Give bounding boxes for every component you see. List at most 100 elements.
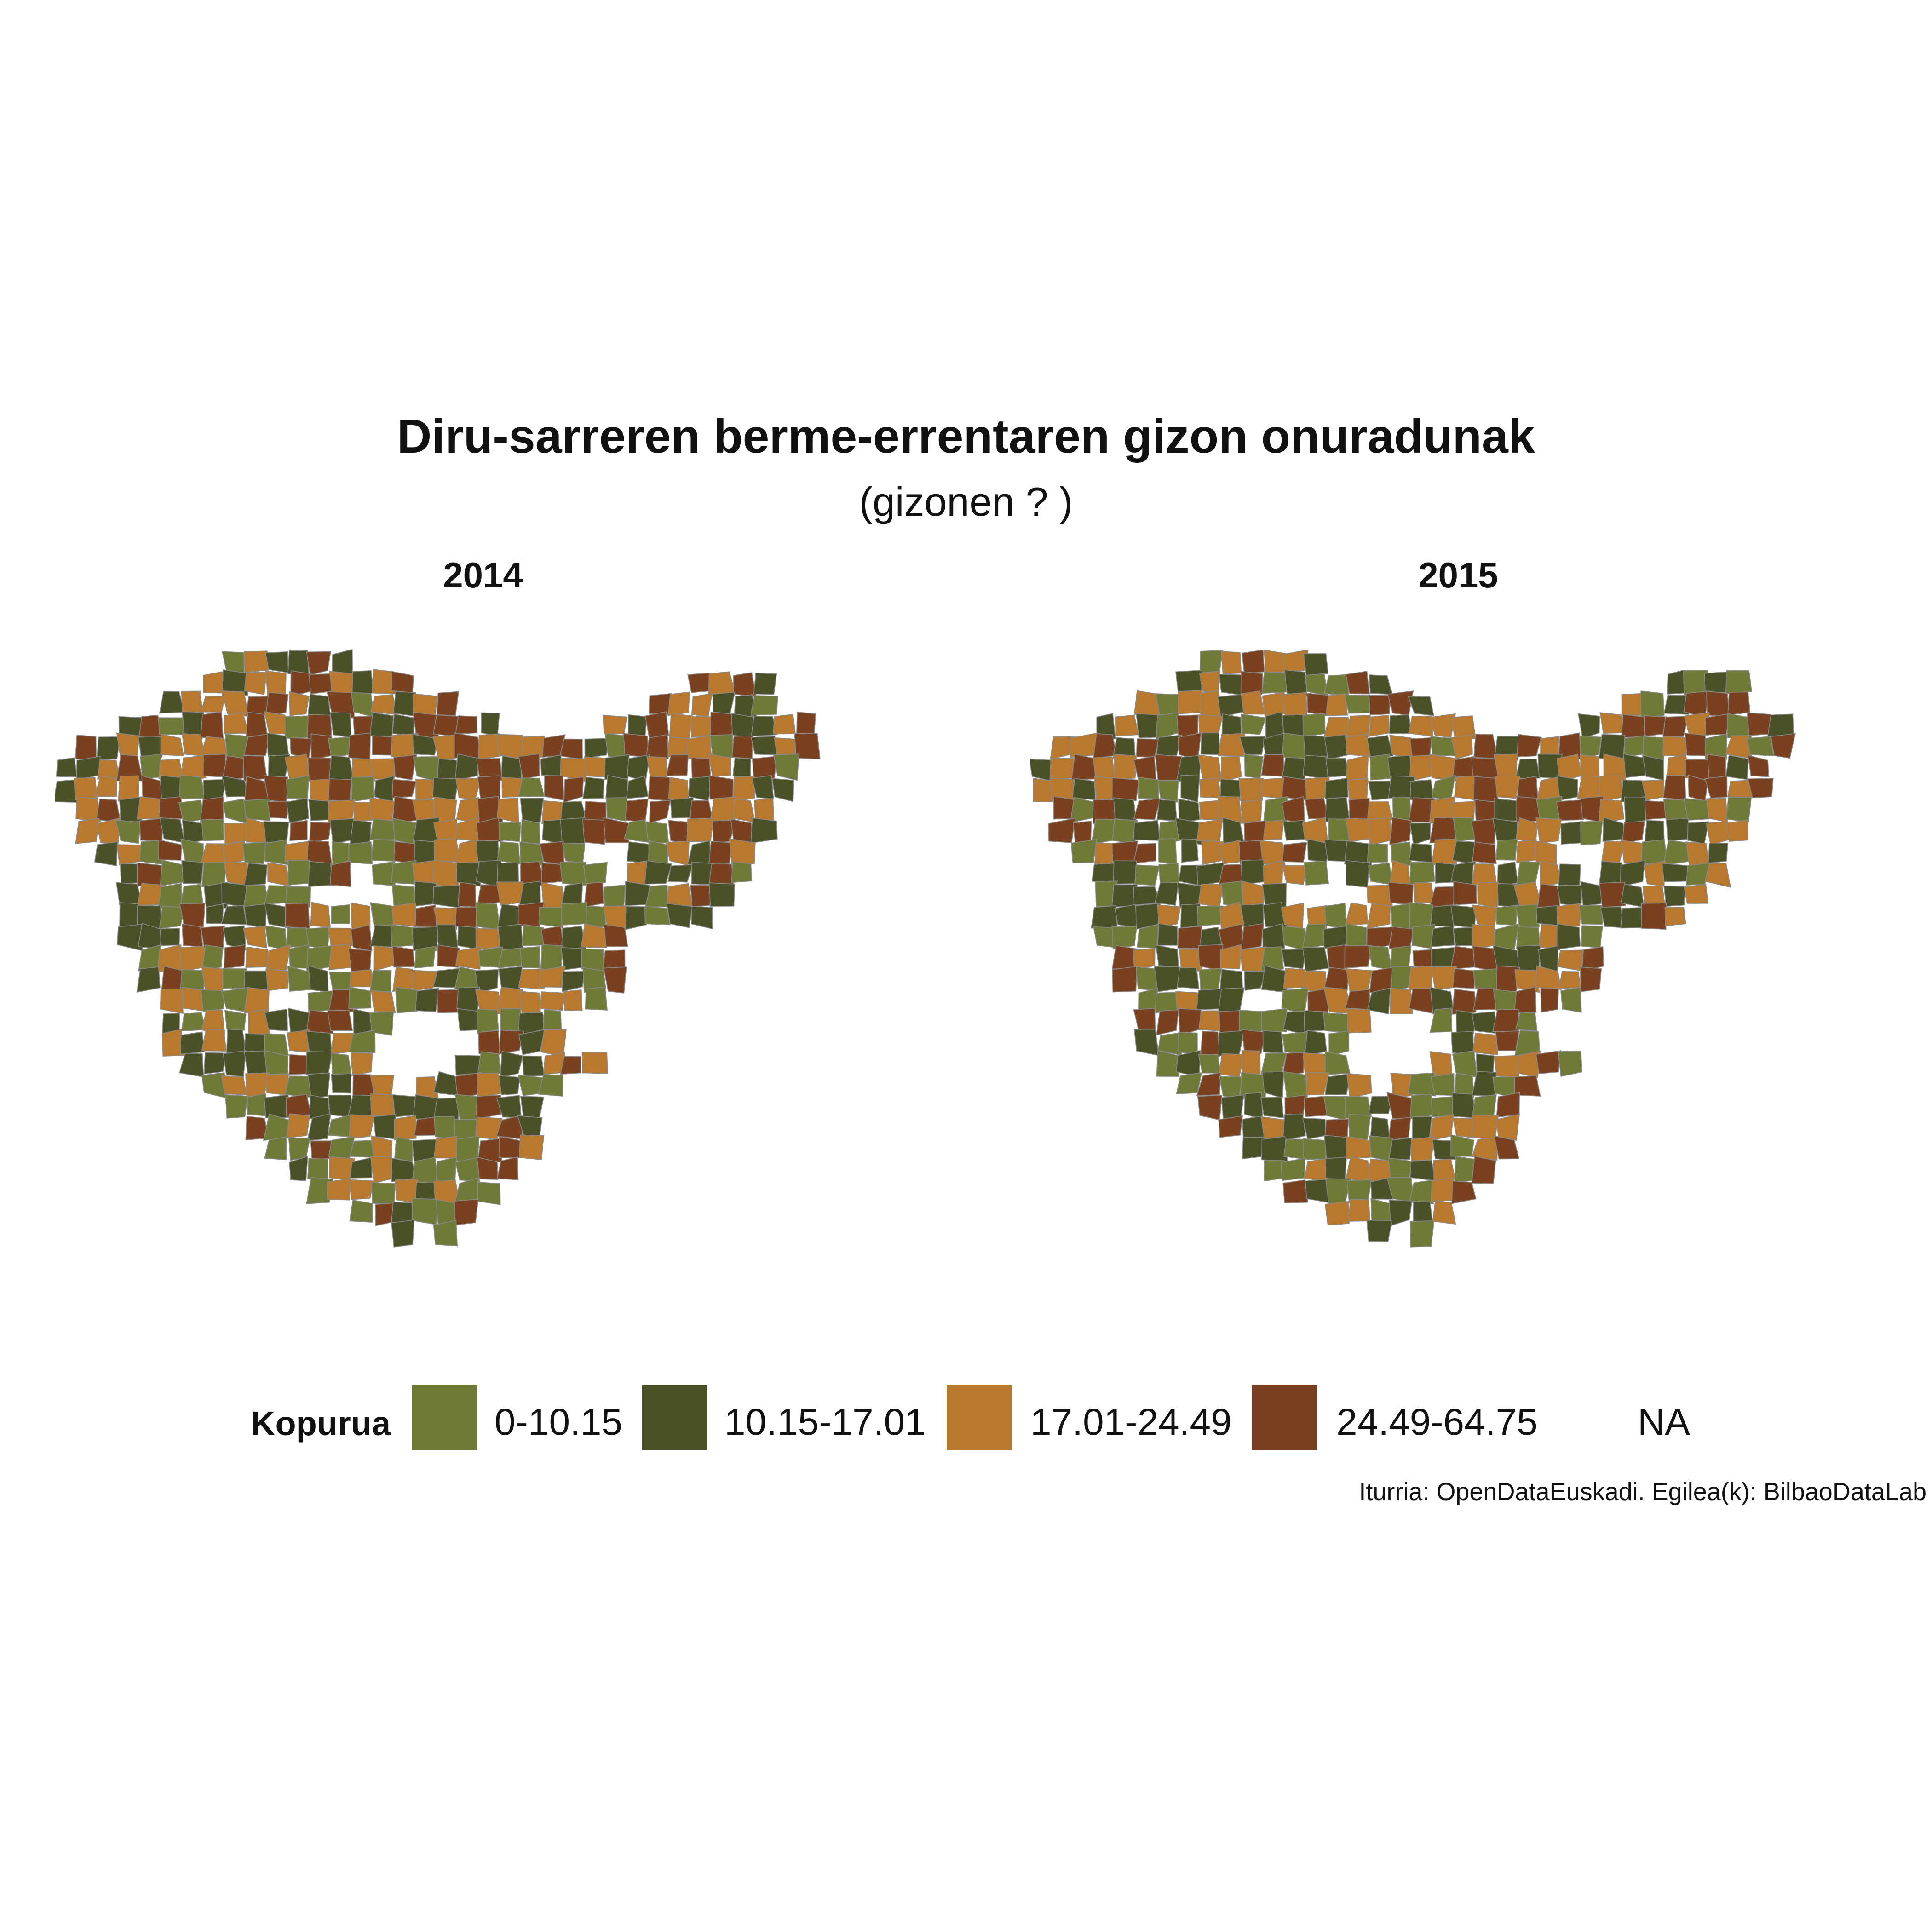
municipality-region [540, 754, 562, 778]
municipality-region [624, 881, 650, 906]
municipality-region [1493, 989, 1518, 1011]
municipality-region [1556, 775, 1578, 801]
municipality-region [606, 797, 627, 822]
municipality-region [1411, 924, 1436, 949]
municipality-region [1624, 796, 1648, 824]
municipality-region [1705, 713, 1731, 736]
municipality-region [94, 775, 117, 797]
municipality-region [370, 902, 395, 928]
municipality-region [1196, 1072, 1221, 1096]
municipality-region [563, 989, 583, 1011]
municipality-region [1408, 696, 1434, 716]
municipality-region [1198, 1053, 1221, 1074]
municipality-region [623, 733, 649, 758]
municipality-region [1344, 945, 1373, 969]
municipality-region [477, 1008, 499, 1034]
municipality-region [1599, 712, 1626, 734]
municipality-region [645, 821, 669, 844]
municipality-region [157, 883, 183, 909]
legend-label-4: NA [1638, 1401, 1690, 1443]
municipality-region [1368, 1095, 1394, 1114]
municipality-region [350, 902, 371, 929]
municipality-region [563, 776, 584, 803]
municipality-region [539, 966, 566, 988]
municipality-region [520, 797, 544, 823]
municipality-region [1581, 925, 1603, 949]
municipality-region [1770, 733, 1796, 759]
municipality-region [1409, 1220, 1435, 1248]
municipality-region [477, 884, 502, 908]
municipality-region [120, 863, 138, 884]
municipality-region [1581, 946, 1604, 972]
municipality-region [1515, 759, 1541, 779]
municipality-region [391, 671, 414, 694]
municipality-region [1154, 966, 1181, 992]
municipality-region [289, 691, 310, 716]
municipality-region [161, 966, 183, 990]
municipality-region [1156, 1050, 1182, 1077]
municipality-region [1346, 754, 1369, 781]
municipality-region [394, 1115, 417, 1141]
municipality-region [750, 695, 778, 716]
municipality-region [1241, 1029, 1266, 1057]
municipality-region [265, 968, 289, 991]
municipality-region [1157, 904, 1181, 929]
municipality-region [1497, 861, 1518, 887]
municipality-region [309, 673, 334, 695]
municipality-region [1389, 1199, 1413, 1226]
municipality-region [221, 1075, 247, 1095]
municipality-region [733, 798, 756, 823]
municipality-region [1261, 754, 1285, 777]
municipality-region [1367, 988, 1391, 1015]
municipality-region [222, 840, 245, 866]
municipality-region [499, 822, 521, 842]
municipality-region [1389, 817, 1412, 845]
municipality-region [286, 1113, 310, 1139]
municipality-region [455, 1157, 481, 1182]
municipality-region [1282, 1071, 1308, 1098]
legend-swatch-2 [947, 1385, 1012, 1450]
municipality-region [1387, 690, 1414, 716]
municipality-region [370, 1156, 392, 1184]
municipality-region [1243, 820, 1266, 843]
municipality-region [1662, 716, 1689, 737]
municipality-region [1495, 839, 1518, 861]
municipality-region [1746, 736, 1774, 757]
municipality-region [159, 905, 185, 929]
municipality-region [74, 777, 98, 801]
municipality-region [1048, 817, 1076, 843]
municipality-region [1516, 861, 1541, 886]
municipality-region [731, 861, 752, 883]
municipality-region [1495, 1030, 1520, 1051]
municipality-region [1303, 653, 1329, 676]
municipality-region [348, 732, 371, 760]
municipality-region [1540, 861, 1562, 887]
municipality-region [160, 860, 185, 886]
municipality-region [1408, 1072, 1436, 1097]
municipality-region [1282, 1179, 1309, 1204]
municipality-region [1241, 1050, 1261, 1076]
municipality-region [436, 691, 459, 716]
municipality-region [349, 1114, 375, 1139]
municipality-region [477, 1182, 501, 1205]
municipality-region [1281, 1158, 1306, 1181]
municipality-region [750, 736, 777, 755]
municipality-region [1496, 1092, 1520, 1118]
municipality-region [1134, 864, 1160, 886]
municipality-region [690, 885, 715, 907]
municipality-region [1261, 1136, 1288, 1163]
municipality-region [158, 796, 184, 819]
municipality-region [1261, 671, 1287, 694]
municipality-region [1262, 923, 1285, 951]
municipality-region [1345, 715, 1371, 737]
municipality-region [1181, 838, 1199, 863]
legend: Kopurua 0-10.15 10.15-17.01 17.01-24.49 … [0, 1385, 1932, 1451]
municipality-region [414, 945, 436, 969]
municipality-region [1366, 903, 1391, 929]
municipality-region [1281, 692, 1308, 716]
legend-label-1: 10.15-17.01 [724, 1401, 926, 1443]
municipality-region [1643, 860, 1666, 887]
municipality-region [1368, 945, 1393, 971]
municipality-region [350, 924, 373, 951]
municipality-region [583, 862, 608, 887]
